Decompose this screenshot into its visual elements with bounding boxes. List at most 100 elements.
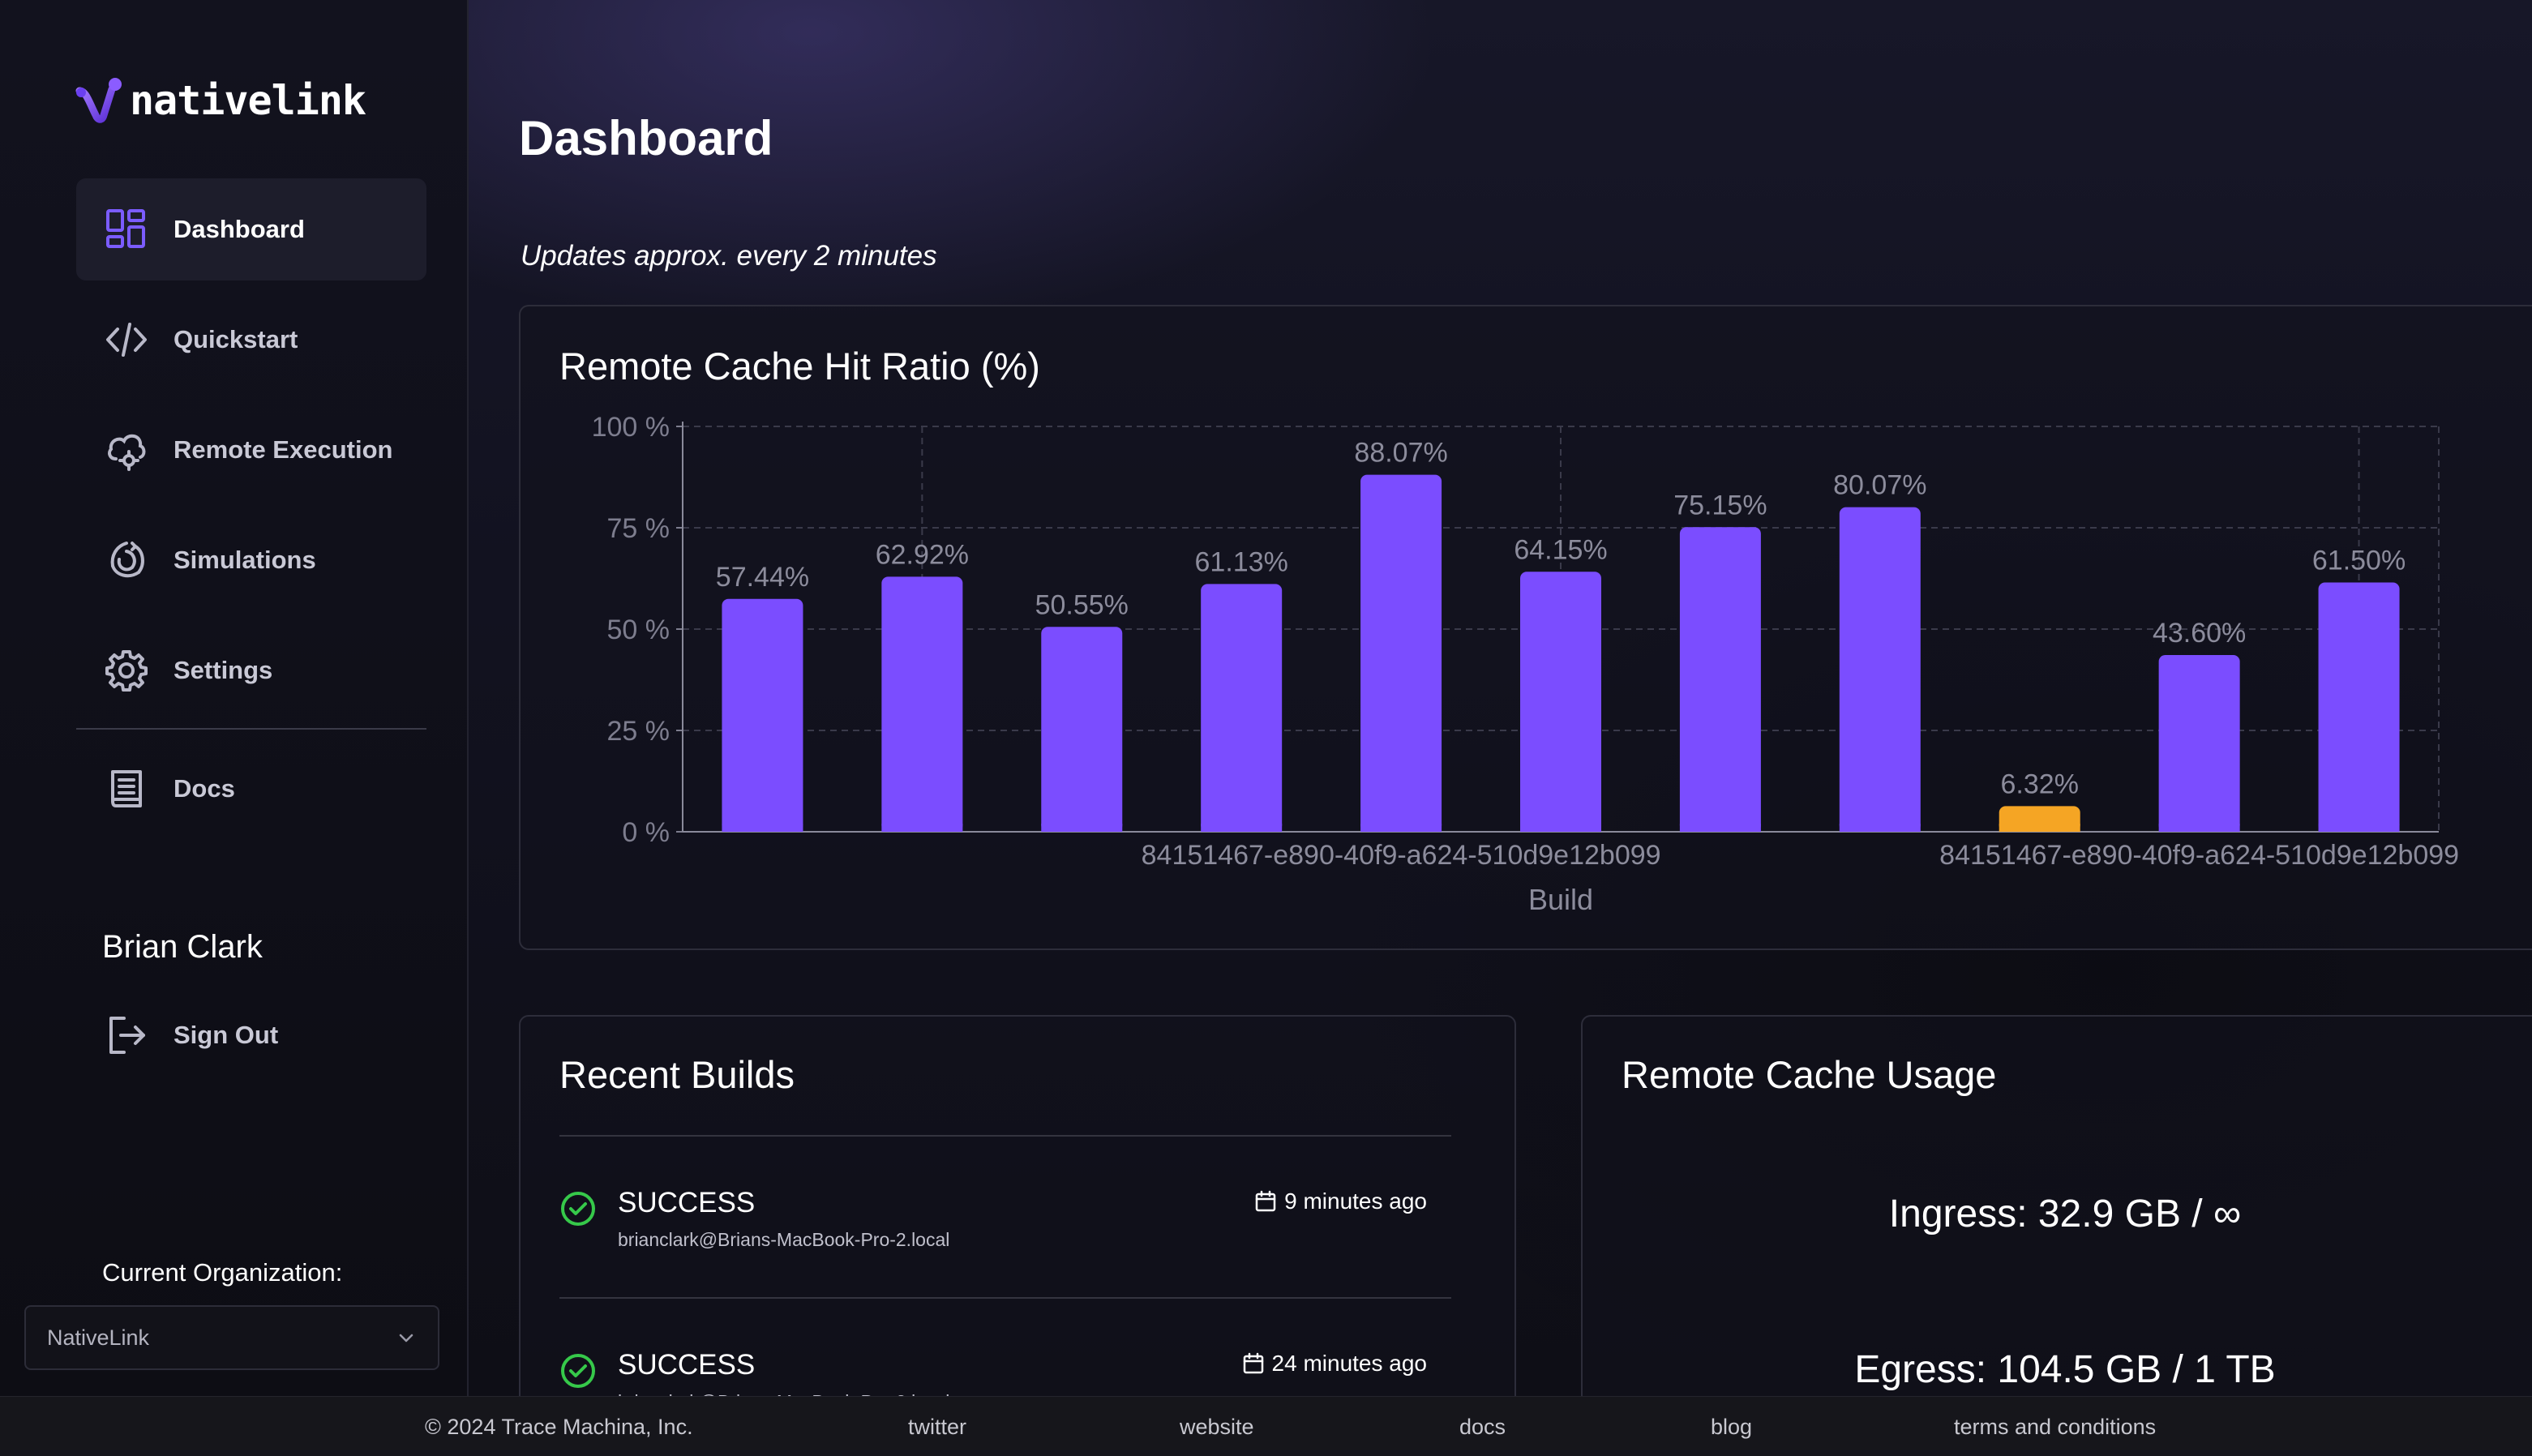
chart-bar-base xyxy=(1360,824,1442,832)
footer-link-terms[interactable]: terms and conditions xyxy=(1954,1415,2157,1439)
footer-link-blog[interactable]: blog xyxy=(1711,1415,1753,1439)
divider xyxy=(559,1297,1451,1299)
bar-value-label: 88.07% xyxy=(1354,438,1447,469)
sidebar-item-quickstart[interactable]: Quickstart xyxy=(76,289,426,391)
footer-copyright: © 2024 Trace Machina, Inc. xyxy=(425,1415,693,1439)
calendar-icon xyxy=(1243,1352,1263,1374)
ingress-value: Ingress: 32.9 GB / ∞ xyxy=(1888,1193,2242,1235)
egress-value: Egress: 104.5 GB / 1 TB xyxy=(1854,1348,2276,1391)
bar-value-label: 6.32% xyxy=(2001,769,2079,799)
divider xyxy=(559,1135,1451,1137)
y-tick-label: 50 % xyxy=(607,615,670,645)
success-check-icon xyxy=(561,1192,595,1226)
footer-link-docs[interactable]: docs xyxy=(1459,1415,1506,1439)
build-time: 24 minutes ago xyxy=(1241,1351,1427,1377)
chart-bar xyxy=(1041,627,1123,832)
y-tick-label: 0 % xyxy=(622,817,670,848)
build-time: 9 minutes ago xyxy=(1253,1188,1427,1214)
bar-value-label: 43.60% xyxy=(2153,618,2246,649)
success-check-icon xyxy=(561,1354,595,1388)
chart-bar xyxy=(2158,655,2240,832)
chart-bar-base xyxy=(1041,824,1123,832)
bar-value-label: 80.07% xyxy=(1833,470,1926,501)
sidebar: nativelink Dashboard Quickstart xyxy=(0,0,469,1396)
recent-builds-card: Recent Builds SUCCESS brianclark@Brians-… xyxy=(519,1015,1516,1437)
sign-out-icon xyxy=(102,1011,151,1060)
chart-bar-base xyxy=(1679,824,1761,832)
recent-builds-title: Recent Builds xyxy=(559,1053,795,1096)
chart-bar xyxy=(1839,507,1921,832)
chevron-down-icon xyxy=(399,1334,413,1343)
organization-label: Current Organization: xyxy=(102,1258,343,1287)
chart-bar-base xyxy=(1520,824,1601,832)
footer-link-website[interactable]: website xyxy=(1180,1415,1254,1439)
sidebar-item-dashboard[interactable]: Dashboard xyxy=(76,178,426,280)
sidebar-item-label: Quickstart xyxy=(174,325,298,353)
code-icon xyxy=(102,315,151,364)
sidebar-item-simulations[interactable]: Simulations xyxy=(76,509,426,611)
sidebar-item-remote-execution[interactable]: Remote Execution xyxy=(76,399,426,501)
sidebar-item-label: Remote Execution xyxy=(174,435,393,464)
y-tick-label: 25 % xyxy=(607,716,670,747)
cache-usage-title: Remote Cache Usage xyxy=(1622,1053,1997,1096)
book-icon xyxy=(102,764,151,813)
update-note: Updates approx. every 2 minutes xyxy=(521,240,937,272)
bar-value-label: 61.13% xyxy=(1195,546,1288,577)
cloud-gear-icon xyxy=(102,426,151,474)
chart-title: Remote Cache Hit Ratio (%) xyxy=(559,345,1040,388)
page-title: Dashboard xyxy=(519,111,773,165)
sidebar-item-docs[interactable]: Docs xyxy=(76,738,426,840)
footer: © 2024 Trace Machina, Inc. twitter websi… xyxy=(0,1396,2532,1456)
logo[interactable]: nativelink xyxy=(75,75,366,126)
chart-bar xyxy=(1679,527,1761,832)
logo-text: nativelink xyxy=(130,77,366,124)
chart-bar-base xyxy=(722,824,803,832)
chart-bar-base xyxy=(881,824,963,832)
chart-bar xyxy=(2318,582,2400,832)
organization-select[interactable]: NativeLink xyxy=(24,1305,439,1370)
sidebar-item-label: Docs xyxy=(174,774,235,803)
sidebar-divider xyxy=(76,728,426,730)
cache-hit-ratio-card: Remote Cache Hit Ratio (%) 0 % 25 % 50 % 75… xyxy=(519,305,2532,950)
x-tick-label: 84151467-e890-40f9-a624-510d9e12b099 xyxy=(1142,840,1661,871)
x-axis-title: Build xyxy=(1528,883,1593,916)
cache-hit-ratio-chart: 0 % 25 % 50 % 75 % 100 % 57.44% 62.92% 50.55% 61… xyxy=(592,412,2460,916)
build-user: brianclark@Brians-MacBook-Pro-2.local xyxy=(618,1229,950,1250)
chart-bar xyxy=(722,598,803,832)
bar-value-label: 57.44% xyxy=(716,562,809,593)
sign-out-label: Sign Out xyxy=(174,1021,279,1049)
y-tick-label: 100 % xyxy=(592,412,670,443)
build-time-text: 9 minutes ago xyxy=(1284,1188,1427,1214)
bar-value-label: 75.15% xyxy=(1673,490,1767,520)
sidebar-item-label: Simulations xyxy=(174,546,316,574)
chart-bar-base xyxy=(1201,824,1283,832)
build-status: SUCCESS xyxy=(618,1187,756,1218)
chart-bar xyxy=(1201,584,1283,832)
bar-value-label: 64.15% xyxy=(1514,534,1607,565)
footer-link-twitter[interactable]: twitter xyxy=(908,1415,967,1439)
sidebar-item-label: Settings xyxy=(174,656,273,684)
orbit-icon xyxy=(102,536,151,585)
bar-value-label: 50.55% xyxy=(1035,589,1129,620)
build-row[interactable]: SUCCESS brianclark@Brians-MacBook-Pro-2.… xyxy=(559,1179,1451,1276)
bar-value-label: 62.92% xyxy=(876,539,969,570)
nativelink-logo-icon xyxy=(75,78,122,123)
y-tick-label: 75 % xyxy=(607,513,670,544)
build-time-text: 24 minutes ago xyxy=(1271,1351,1427,1376)
chart-bar-base xyxy=(1999,824,2080,832)
sidebar-item-label: Dashboard xyxy=(174,215,305,243)
calendar-icon xyxy=(1255,1190,1276,1212)
chart-bar xyxy=(1520,572,1601,832)
organization-select-value: NativeLink xyxy=(47,1325,150,1350)
build-status: SUCCESS xyxy=(618,1349,756,1381)
chart-bar xyxy=(881,576,963,832)
bar-value-label: 61.50% xyxy=(2312,546,2406,576)
chart-bar-base xyxy=(2158,824,2240,832)
x-tick-label: 84151467-e890-40f9-a624-510d9e12b099 xyxy=(1939,840,2459,871)
chart-bar-base xyxy=(1839,824,1921,832)
sidebar-item-settings[interactable]: Settings xyxy=(76,619,426,722)
gear-icon xyxy=(102,646,151,695)
dashboard-grid-icon xyxy=(102,205,151,254)
sign-out-button[interactable]: Sign Out xyxy=(76,984,426,1086)
user-name: Brian Clark xyxy=(102,929,263,965)
